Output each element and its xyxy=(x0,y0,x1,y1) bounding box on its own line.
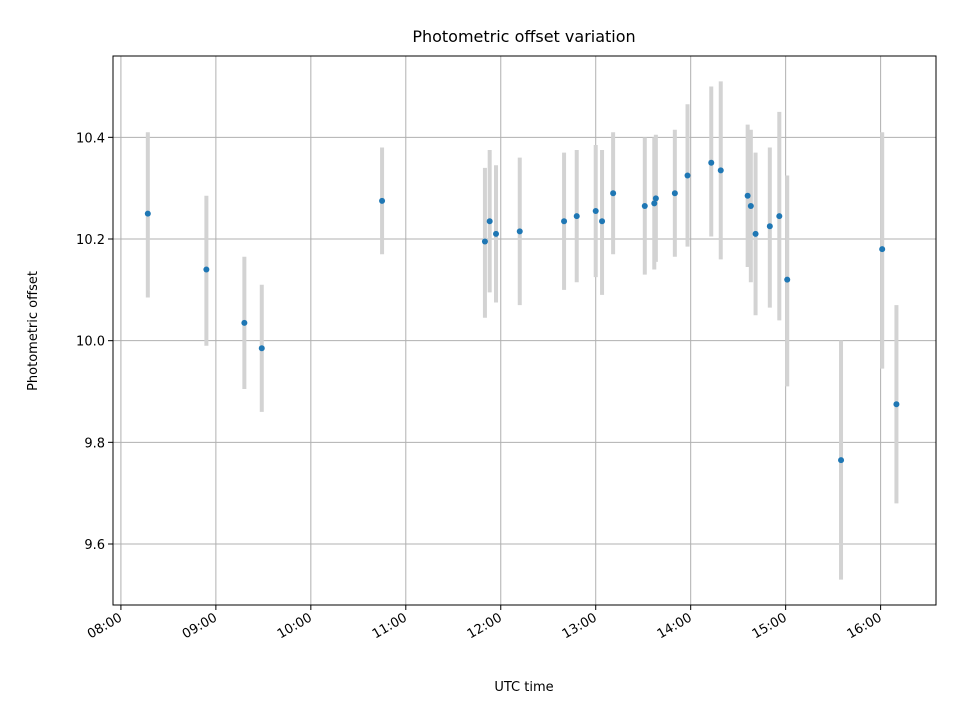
data-point xyxy=(893,401,900,408)
data-point xyxy=(144,210,151,217)
data-point xyxy=(752,230,759,237)
data-point xyxy=(493,230,500,237)
y-tick-label: 10.0 xyxy=(76,335,105,350)
chart-title: Photometric offset variation xyxy=(412,27,635,46)
data-point xyxy=(776,213,783,220)
data-point xyxy=(652,195,659,202)
data-point xyxy=(561,218,568,225)
data-point xyxy=(717,167,724,174)
data-point xyxy=(747,202,754,209)
data-point xyxy=(651,200,658,207)
data-point xyxy=(879,246,886,253)
y-axis-label: Photometric offset xyxy=(26,271,41,391)
data-point xyxy=(592,208,599,215)
data-point xyxy=(784,276,791,283)
plot-frame xyxy=(112,55,937,606)
data-point xyxy=(766,223,773,230)
y-axis-ticks: 9.6 9.8 10.0 10.2 10.4 xyxy=(76,131,113,553)
data-point xyxy=(744,192,751,199)
data-point xyxy=(708,159,715,166)
data-point xyxy=(684,172,691,179)
data-point xyxy=(203,266,210,273)
data-point xyxy=(838,457,845,464)
data-point xyxy=(258,345,265,352)
data-point xyxy=(573,213,580,220)
x-axis-label: UTC time xyxy=(494,680,553,695)
data-point xyxy=(641,202,648,209)
data-point xyxy=(610,190,617,197)
data-point xyxy=(599,218,606,225)
data-point xyxy=(671,190,678,197)
y-tick-label: 10.2 xyxy=(76,233,105,248)
y-tick-label: 9.8 xyxy=(84,436,105,451)
data-point xyxy=(486,218,493,225)
data-point xyxy=(379,197,386,204)
y-tick-label: 9.6 xyxy=(84,538,105,553)
data-point xyxy=(481,238,488,245)
data-point xyxy=(241,319,248,326)
data-points xyxy=(144,159,900,464)
y-tick-label: 10.4 xyxy=(76,131,105,146)
data-point xyxy=(516,228,523,235)
